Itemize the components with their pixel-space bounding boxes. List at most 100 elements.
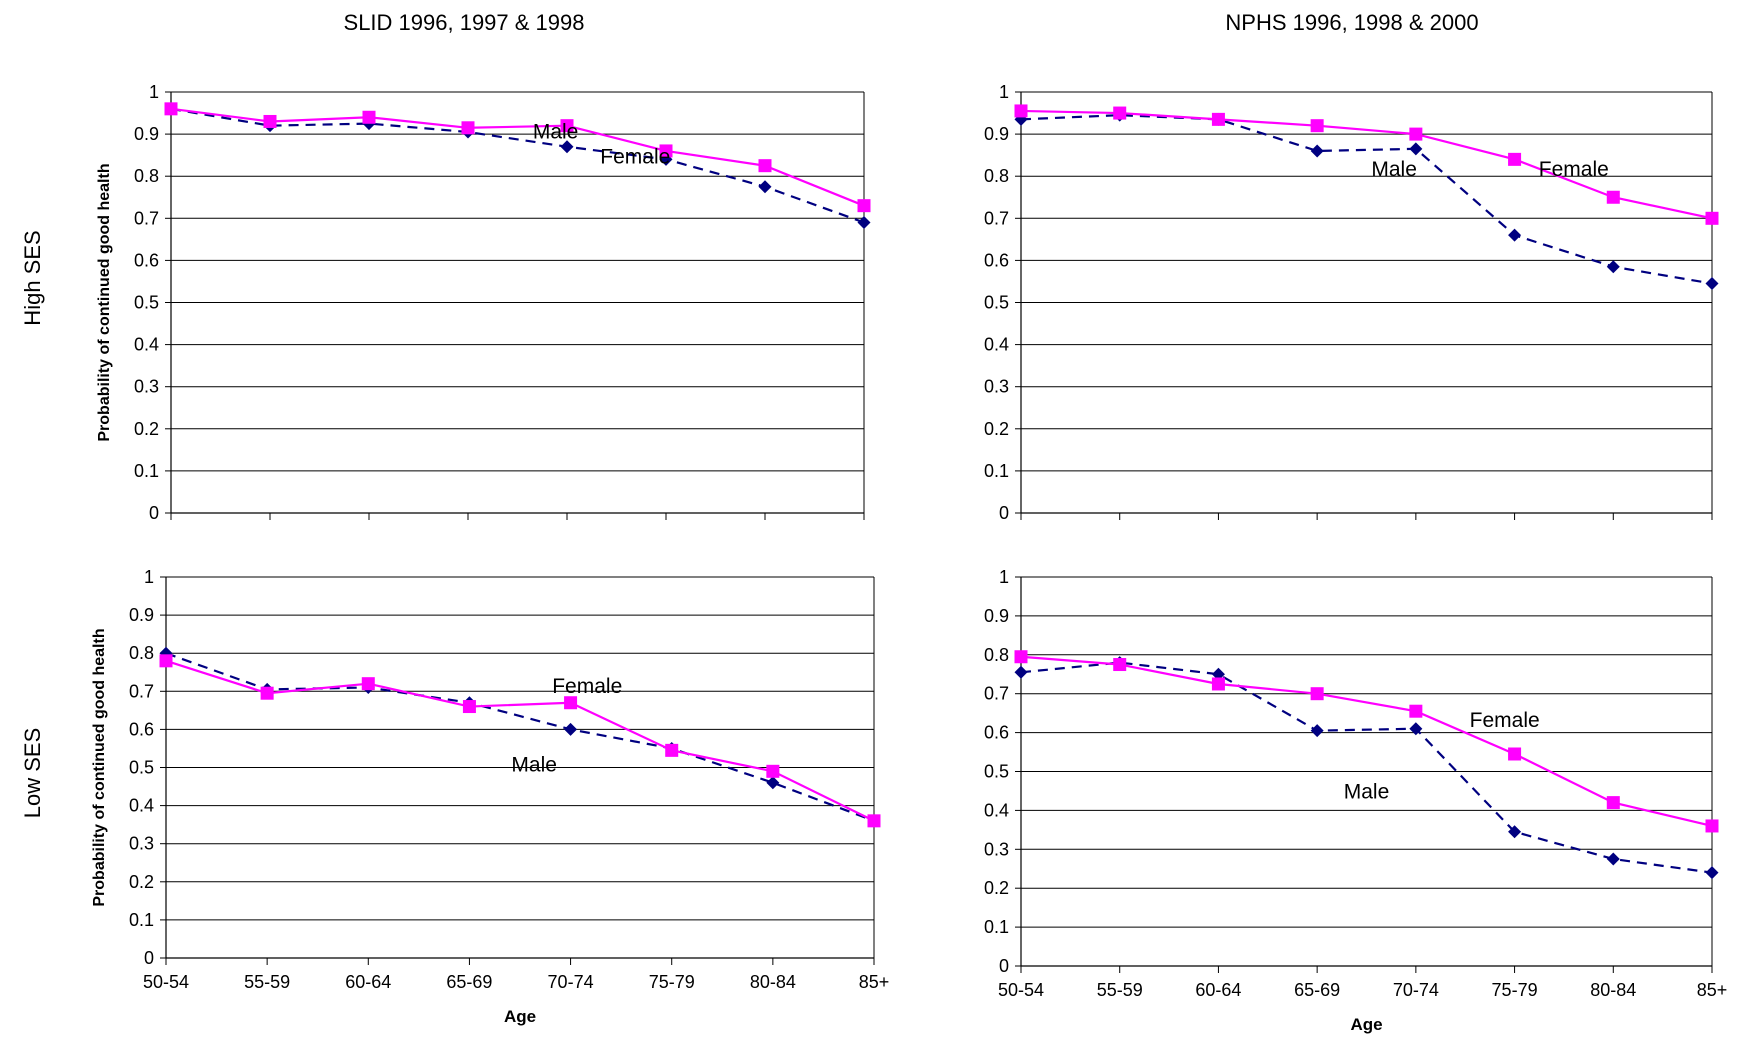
data-point-female <box>1409 127 1423 141</box>
row-label-high-ses: High SES <box>20 230 45 325</box>
y-tick-label: 0.6 <box>134 250 159 270</box>
data-point-female <box>1113 658 1127 672</box>
data-point-female <box>1606 796 1620 810</box>
x-axis-label: Age <box>1350 1015 1382 1034</box>
series-line-male <box>170 107 865 224</box>
y-tick-label: 0.9 <box>129 605 154 625</box>
series-line-male <box>1020 661 1713 874</box>
y-tick-label: 0.4 <box>129 796 154 816</box>
x-tick-label: 60-64 <box>345 972 391 992</box>
y-tick-label: 0.5 <box>984 293 1009 313</box>
x-tick-label: 60-64 <box>1195 980 1241 1000</box>
y-tick-label: 0 <box>144 948 154 968</box>
data-point-female <box>665 743 679 757</box>
y-tick-label: 0.3 <box>984 839 1009 859</box>
y-tick-label: 0.1 <box>984 461 1009 481</box>
data-point-male <box>564 722 578 736</box>
y-tick-label: 0.3 <box>129 834 154 854</box>
data-point-female <box>362 110 376 124</box>
y-tick-label: 0.7 <box>134 208 159 228</box>
data-point-male <box>1310 724 1324 738</box>
data-point-female <box>1606 190 1620 204</box>
y-tick-label: 0.1 <box>984 917 1009 937</box>
data-point-female <box>857 199 871 213</box>
data-point-male <box>1014 665 1028 679</box>
y-tick-label: 0.6 <box>984 250 1009 270</box>
data-point-female <box>1508 747 1522 761</box>
y-tick-label: 0.5 <box>134 293 159 313</box>
y-tick-label: 0.3 <box>984 377 1009 397</box>
series-line-female <box>1020 655 1713 828</box>
data-point-female <box>1211 677 1225 691</box>
series-line-male <box>165 652 875 822</box>
y-tick-label: 1 <box>999 567 1009 587</box>
x-tick-label: 85+ <box>859 972 890 992</box>
y-tick-label: 0.7 <box>984 208 1009 228</box>
y-tick-label: 0.4 <box>984 800 1009 820</box>
data-point-female <box>659 144 673 158</box>
x-tick-label: 80-84 <box>1590 980 1636 1000</box>
data-point-male <box>1705 866 1719 880</box>
series-line-female <box>170 107 865 207</box>
data-point-male <box>758 180 772 194</box>
data-point-male <box>857 216 871 230</box>
x-tick-label: 80-84 <box>750 972 796 992</box>
y-tick-label: 0 <box>149 503 159 523</box>
data-point-male <box>1409 142 1423 156</box>
chart-panel-slid-low-ses: 0 0.1 0.2 0.3 0.4 0.5 0.6 0.7 0.8 0.9 1 50-54 55-59 6… <box>91 567 889 1026</box>
y-tick-label: 0.1 <box>129 910 154 930</box>
data-point-male <box>1606 260 1620 274</box>
x-tick-label: 65-69 <box>446 972 492 992</box>
y-tick-label: 0.3 <box>134 377 159 397</box>
y-tick-label: 0.6 <box>129 719 154 739</box>
y-tick-label: 0.2 <box>129 872 154 892</box>
y-tick-label: 0.2 <box>134 419 159 439</box>
y-tick-label: 0.8 <box>129 643 154 663</box>
annotation-female: Female <box>600 146 670 169</box>
data-point-male <box>560 140 574 154</box>
data-point-male <box>1705 277 1719 291</box>
y-tick-label: 1 <box>999 82 1009 102</box>
data-point-male <box>1310 144 1324 158</box>
data-point-female <box>260 686 274 700</box>
data-point-female <box>462 700 476 714</box>
data-point-female <box>766 764 780 778</box>
data-point-female <box>361 677 375 691</box>
y-tick-label: 0.7 <box>129 681 154 701</box>
annotation-male: Male <box>511 753 557 776</box>
x-axis-label: Age <box>504 1007 536 1026</box>
x-tick-label: 75-79 <box>649 972 695 992</box>
x-tick-label: 65-69 <box>1294 980 1340 1000</box>
data-point-female <box>1705 819 1719 833</box>
y-tick-label: 0.2 <box>984 419 1009 439</box>
annotation-male: Male <box>533 120 579 143</box>
series-line-male <box>1020 114 1713 285</box>
y-tick-label: 0.8 <box>984 166 1009 186</box>
data-point-female <box>1310 687 1324 701</box>
data-point-female <box>1014 650 1028 664</box>
y-axis-label: Probability of continued good health <box>91 628 108 906</box>
data-point-male <box>1508 825 1522 839</box>
y-tick-label: 0 <box>999 503 1009 523</box>
annotation-male: Male <box>1371 158 1417 181</box>
data-point-female <box>164 102 178 116</box>
y-tick-label: 1 <box>149 82 159 102</box>
y-tick-label: 0.5 <box>984 762 1009 782</box>
y-tick-label: 1 <box>144 567 154 587</box>
y-tick-label: 0.4 <box>984 335 1009 355</box>
data-point-female <box>461 121 475 135</box>
data-point-female <box>560 119 574 133</box>
y-tick-label: 0.9 <box>984 124 1009 144</box>
data-point-female <box>1211 112 1225 126</box>
data-point-male <box>1606 852 1620 866</box>
y-tick-label: 0.6 <box>984 723 1009 743</box>
y-tick-label: 0.8 <box>134 166 159 186</box>
data-point-female <box>1113 106 1127 120</box>
y-axis-label: Probability of continued good health <box>96 163 113 441</box>
series-line-female <box>1020 109 1713 220</box>
data-point-female <box>1014 104 1028 118</box>
data-point-female <box>564 696 578 710</box>
y-tick-label: 0.5 <box>129 758 154 778</box>
y-tick-label: 0.1 <box>134 461 159 481</box>
